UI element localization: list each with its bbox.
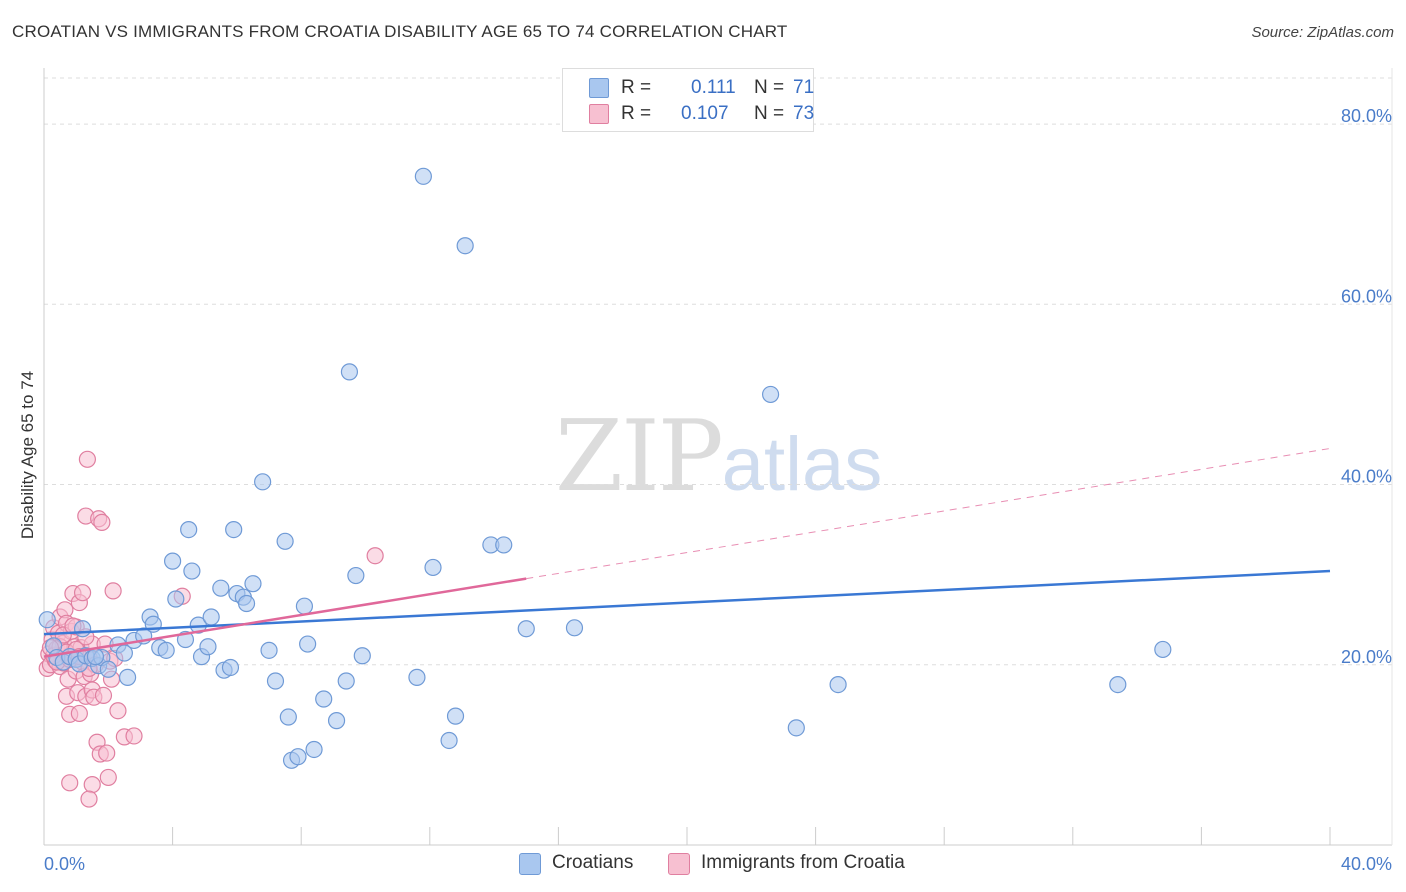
y-tick-label: 60.0% [1341,286,1392,306]
croatians-point [199,638,217,656]
croatians-point [115,644,133,662]
croatians-point [180,520,198,539]
immigrants-point [99,768,117,787]
croatians-point [440,731,458,750]
legend-swatch-croatians [589,78,609,98]
legend-r-label: R = [621,103,652,124]
croatians-point [305,740,323,759]
immigrants-point [80,790,98,808]
croatians-point [1109,675,1127,694]
legend-r-label: R = [621,77,652,98]
croatians-point [565,619,584,637]
croatians-point [424,558,442,577]
croatians-point [221,658,240,677]
croatians-point [279,708,297,726]
legend-n-value: 73 [793,103,815,124]
croatians-point [73,620,92,638]
trend-lines [43,447,1331,658]
croatians-point [408,668,426,686]
croatians-point [340,363,359,381]
immigrants-point [109,702,127,720]
croatians-point [225,520,243,539]
watermark-atlas: atlas [721,422,883,507]
croatians-point [495,536,513,554]
croatians-point [244,575,262,593]
croatians-point [167,590,185,608]
bottom-legend-swatch-croatians [519,853,541,875]
croatians-point [99,660,117,678]
source-label: Source: ZipAtlas.com [1251,24,1394,41]
immigrants-point [125,727,143,745]
croatians-point [1154,640,1172,659]
croatians-point [315,690,333,708]
croatians-point [446,707,465,725]
croatians-point [787,719,805,737]
croatians-point [289,748,307,766]
croatians-point [38,611,56,629]
croatians-point [266,672,285,690]
croatians-point [347,566,365,585]
immigrants-trend-line-dashed [526,447,1331,580]
croatians-point [260,641,278,659]
legend-n-label: N = [754,103,785,124]
croatians-point [414,167,432,185]
chart-title: CROATIAN VS IMMIGRANTS FROM CROATIA DISA… [12,22,788,41]
croatians-point [86,648,105,666]
croatians-point [353,647,371,665]
croatians-trend-line [43,569,1331,636]
croatians-point [295,597,314,615]
croatians-point [276,532,294,550]
correlation-legend: R = 0.111 N = 71 R = 0.107 N = 73 [562,68,814,132]
croatians-point [157,641,175,659]
croatians-point [327,712,346,730]
croatians-point [299,635,317,653]
croatians-point [237,594,256,613]
croatians-point [337,672,355,690]
immigrants-point [94,686,113,705]
croatians-point [254,473,272,491]
legend-r-value: 0.111 [691,77,736,98]
croatians-point [183,562,201,580]
immigrants-point [61,774,79,792]
croatians-point [456,237,474,255]
immigrants-point [83,776,101,794]
croatians-point [212,579,230,597]
watermark: ZIPatlas [555,400,882,514]
x-tick-label: 40.0% [1341,854,1392,874]
x-tick-label: 0.0% [44,854,85,874]
immigrants-trend-line-solid [43,577,527,658]
immigrants-point [98,744,116,762]
croatians-point [202,608,220,626]
immigrants-point [70,704,88,723]
immigrants-point [366,547,384,565]
croatians-point [829,675,847,694]
bottom-legend-swatch-immigrants [668,853,690,875]
axes [43,68,1393,846]
croatians-point [761,385,780,404]
legend-swatch-immigrants [589,104,609,124]
bottom-legend-label-croatians: Croatians [552,852,634,873]
croatians-point [118,668,137,686]
y-tick-label: 20.0% [1341,647,1392,667]
y-tick-label: 40.0% [1341,467,1392,487]
croatians-point [517,620,535,638]
legend-r-value: 0.107 [681,103,729,124]
immigrants-point [78,450,97,468]
legend-n-value: 71 [793,77,815,98]
bottom-legend-label-immigrants: Immigrants from Croatia [701,852,905,873]
tick-labels: 20.0% 40.0% 60.0% 80.0% 0.0% 40.0% [44,106,1392,874]
series-croatians-points [38,167,1172,769]
immigrants-point [93,513,111,531]
legend-n-label: N = [754,77,785,98]
immigrants-point [73,584,92,602]
immigrants-point [104,582,122,600]
croatians-point [164,552,182,570]
watermark-zip: ZIP [555,400,724,514]
y-tick-label: 80.0% [1341,106,1392,126]
